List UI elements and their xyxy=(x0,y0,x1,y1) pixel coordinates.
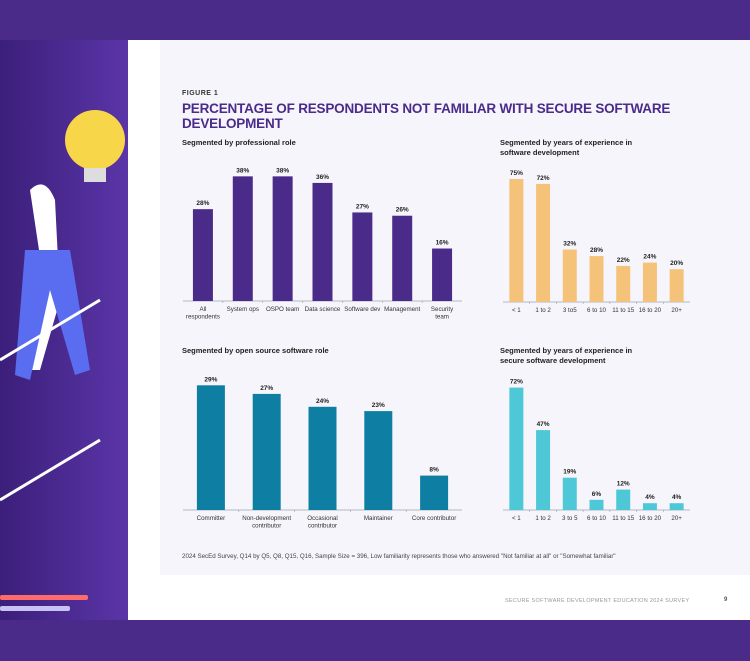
chart4-category-label: 1 to 2 xyxy=(535,515,551,522)
chart2-title: Segmented by years of experience in soft… xyxy=(500,138,633,157)
chart1-bar xyxy=(392,215,413,301)
chart1-data-label: 28% xyxy=(196,200,209,207)
chart3-category-label: Core contributor xyxy=(412,515,456,522)
chart1-bar xyxy=(432,248,453,301)
chart2-bar xyxy=(536,183,551,302)
chart4-data-label: 12% xyxy=(617,481,630,488)
chart2-category-label: 1 to 2 xyxy=(535,307,551,314)
chart2-data-label: 24% xyxy=(643,254,656,261)
chart1-category-label: Data science xyxy=(305,306,341,313)
chart1-bar xyxy=(192,209,213,301)
chart4-bar xyxy=(589,499,604,510)
top-band xyxy=(0,0,750,40)
chart2-bar xyxy=(509,179,524,302)
chart1-data-label: 27% xyxy=(356,203,369,210)
chart1-category-label: System ops xyxy=(227,306,259,313)
chart2-bar xyxy=(669,269,684,302)
chart1-title: Segmented by professional role xyxy=(182,138,296,147)
chart4-data-label: 19% xyxy=(563,469,576,476)
chart1-data-label: 16% xyxy=(436,240,449,247)
chart2-category-label: 11 to 15 xyxy=(612,307,634,314)
chart3-category-label: Non-development contributor xyxy=(242,515,291,530)
chart1-data-label: 36% xyxy=(316,174,329,181)
chart2-data-label: 75% xyxy=(510,170,523,177)
chart1-data-label: 38% xyxy=(276,167,289,174)
chart2-data-label: 20% xyxy=(670,260,683,267)
footer-text: SECURE SOFTWARE DEVELOPMENT EDUCATION 20… xyxy=(505,598,690,604)
chart4-data-label: 4% xyxy=(645,494,655,501)
chart2-bar xyxy=(562,249,577,302)
chart3-data-label: 27% xyxy=(260,385,273,392)
chart2-bar xyxy=(642,262,657,302)
chart3-data-label: 29% xyxy=(204,376,217,383)
chart1-category-label: Security team xyxy=(431,306,454,321)
chart4-bar xyxy=(642,503,657,510)
chart1-category-label: All respondents xyxy=(186,306,220,321)
chart1-data-label: 26% xyxy=(396,207,409,214)
chart3-bar xyxy=(252,393,281,510)
chart1-bar xyxy=(232,176,253,301)
chart3-data-label: 24% xyxy=(316,398,329,405)
lightbulb-ladder-illustration xyxy=(0,40,128,620)
chart1-bar xyxy=(312,182,333,301)
chart4-data-label: 47% xyxy=(537,421,550,428)
chart3-category-label: Committer xyxy=(197,515,226,522)
chart1-bar xyxy=(272,176,293,301)
chart4-category-label: 20+ xyxy=(671,515,682,522)
figure-label: FIGURE 1 xyxy=(182,90,219,97)
source-note: 2024 SecEd Survey, Q14 by Q5, Q8, Q15, Q… xyxy=(182,553,616,560)
chart4-bar xyxy=(562,477,577,510)
chart3-bar xyxy=(364,411,393,510)
chart4-data-label: 72% xyxy=(510,379,523,386)
chart3-title: Segmented by open source software role xyxy=(182,346,329,355)
chart4-data-label: 6% xyxy=(592,491,602,498)
bottom-band xyxy=(0,620,750,661)
chart2-data-label: 72% xyxy=(537,175,550,182)
chart2-data-label: 28% xyxy=(590,247,603,254)
chart1-bar xyxy=(352,212,373,301)
chart4-title: Segmented by years of experience in secu… xyxy=(500,346,633,365)
chart2-bar xyxy=(589,256,604,302)
chart2-category-label: 3 to5 xyxy=(563,307,577,314)
chart2-category-label: 6 to 10 xyxy=(587,307,606,314)
chart2-data-label: 32% xyxy=(563,241,576,248)
figure-title: PERCENTAGE OF RESPONDENTS NOT FAMILIAR W… xyxy=(182,101,671,131)
chart4-category-label: 11 to 15 xyxy=(612,515,634,522)
chart4-category-label: < 1 xyxy=(512,515,521,522)
chart1-category-label: OSPO team xyxy=(266,306,299,313)
chart1-category-label: Software dev xyxy=(344,306,381,313)
chart3-data-label: 23% xyxy=(372,402,385,409)
chart2-data-label: 22% xyxy=(617,257,630,264)
chart4-category-label: 16 to 20 xyxy=(639,515,662,522)
chart1-data-label: 38% xyxy=(236,167,249,174)
chart3-category-label: Occasional contributor xyxy=(307,515,338,530)
chart4-category-label: 6 to 10 xyxy=(587,515,606,522)
chart3-bar xyxy=(196,385,225,510)
chart2-category-label: < 1 xyxy=(512,307,521,314)
chart2-category-label: 16 to 20 xyxy=(639,307,662,314)
chart1-category-label: Management xyxy=(384,306,420,313)
chart3-bar xyxy=(308,406,337,510)
chart4-data-label: 4% xyxy=(672,494,682,501)
chart4-bar xyxy=(536,430,551,510)
chart4-bar xyxy=(509,387,524,510)
chart2-category-label: 20+ xyxy=(671,307,682,314)
chart4-bar xyxy=(669,503,684,510)
chart3-category-label: Maintainer xyxy=(364,515,393,522)
chart3-bar xyxy=(420,475,449,510)
chart2-bar xyxy=(616,265,631,302)
chart4-category-label: 3 to 5 xyxy=(562,515,578,522)
page-number: 9 xyxy=(724,597,728,603)
chart4-bar xyxy=(616,489,631,510)
chart3-data-label: 8% xyxy=(429,467,439,474)
